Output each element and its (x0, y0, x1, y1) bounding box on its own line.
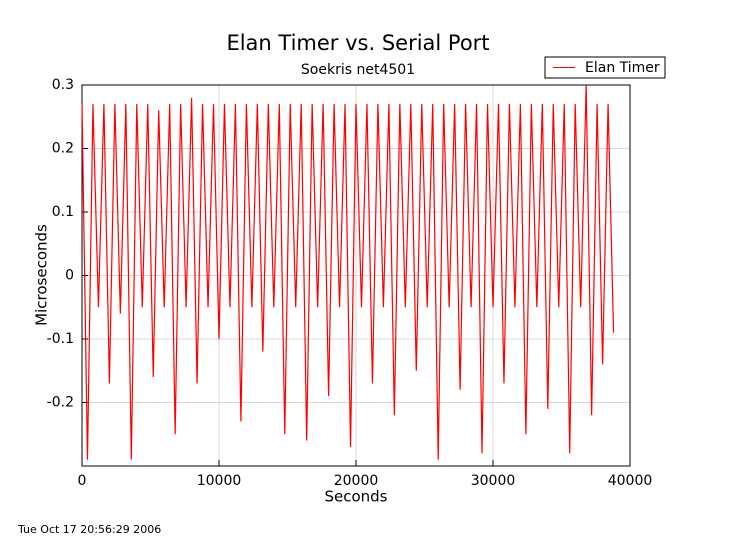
chart-subtitle: Soekris net4501 (301, 62, 415, 78)
y-axis-label: Microseconds (33, 224, 51, 326)
plot-frame (81, 84, 631, 467)
data-line (81, 84, 615, 460)
x-tick-label: 10000 (197, 473, 242, 489)
y-tick-label: 0.2 (52, 141, 74, 157)
y-tick-label: 0.3 (52, 77, 74, 93)
y-tick-label: 0.1 (52, 204, 74, 220)
x-tick-label: 20000 (334, 473, 379, 489)
legend-label: Elan Timer (585, 60, 660, 76)
y-tick-label: -0.2 (47, 395, 74, 411)
x-tick-label: 0 (78, 473, 87, 489)
x-tick-label: 40000 (608, 473, 653, 489)
x-axis-label: Seconds (324, 488, 387, 506)
y-tick-label: -0.1 (47, 331, 74, 347)
x-tick-label: 30000 (471, 473, 516, 489)
y-tick-label: 0 (65, 268, 74, 284)
chart-title: Elan Timer vs. Serial Port (226, 31, 489, 55)
legend-box (544, 56, 666, 79)
timestamp: Tue Oct 17 20:56:29 2006 (17, 523, 161, 536)
